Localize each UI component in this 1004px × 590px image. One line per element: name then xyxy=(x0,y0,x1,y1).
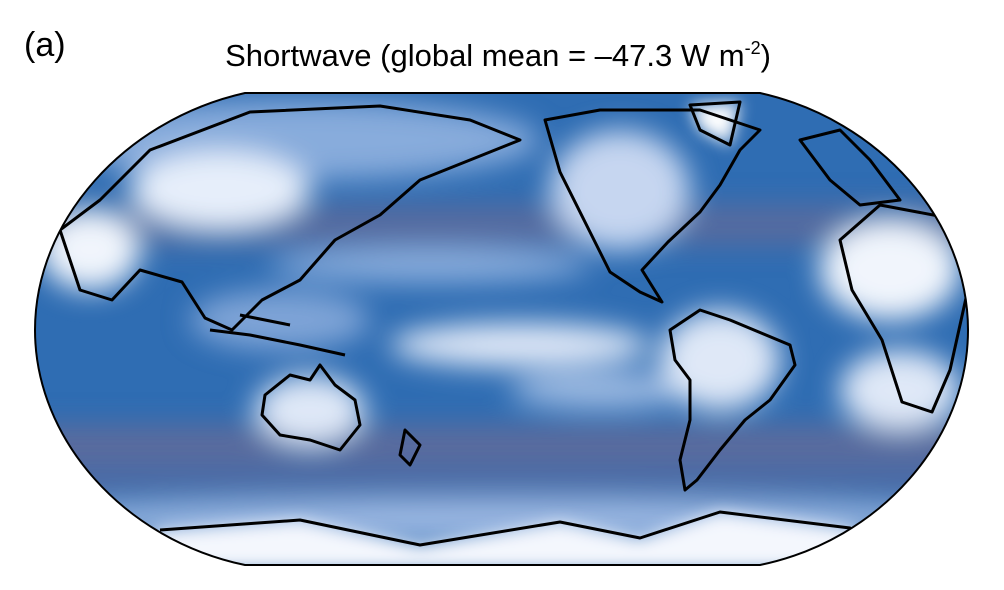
title-text: Shortwave (global mean = –47.3 W m xyxy=(225,38,745,73)
title-suffix: ) xyxy=(761,38,771,73)
coastlines xyxy=(58,100,968,565)
map-border xyxy=(33,92,970,566)
title-superscript: -2 xyxy=(745,38,761,58)
map-title: Shortwave (global mean = –47.3 W m-2) xyxy=(225,38,771,73)
polar-ice xyxy=(100,102,900,565)
panel-label: (a) xyxy=(24,26,66,64)
map-field xyxy=(35,93,968,565)
